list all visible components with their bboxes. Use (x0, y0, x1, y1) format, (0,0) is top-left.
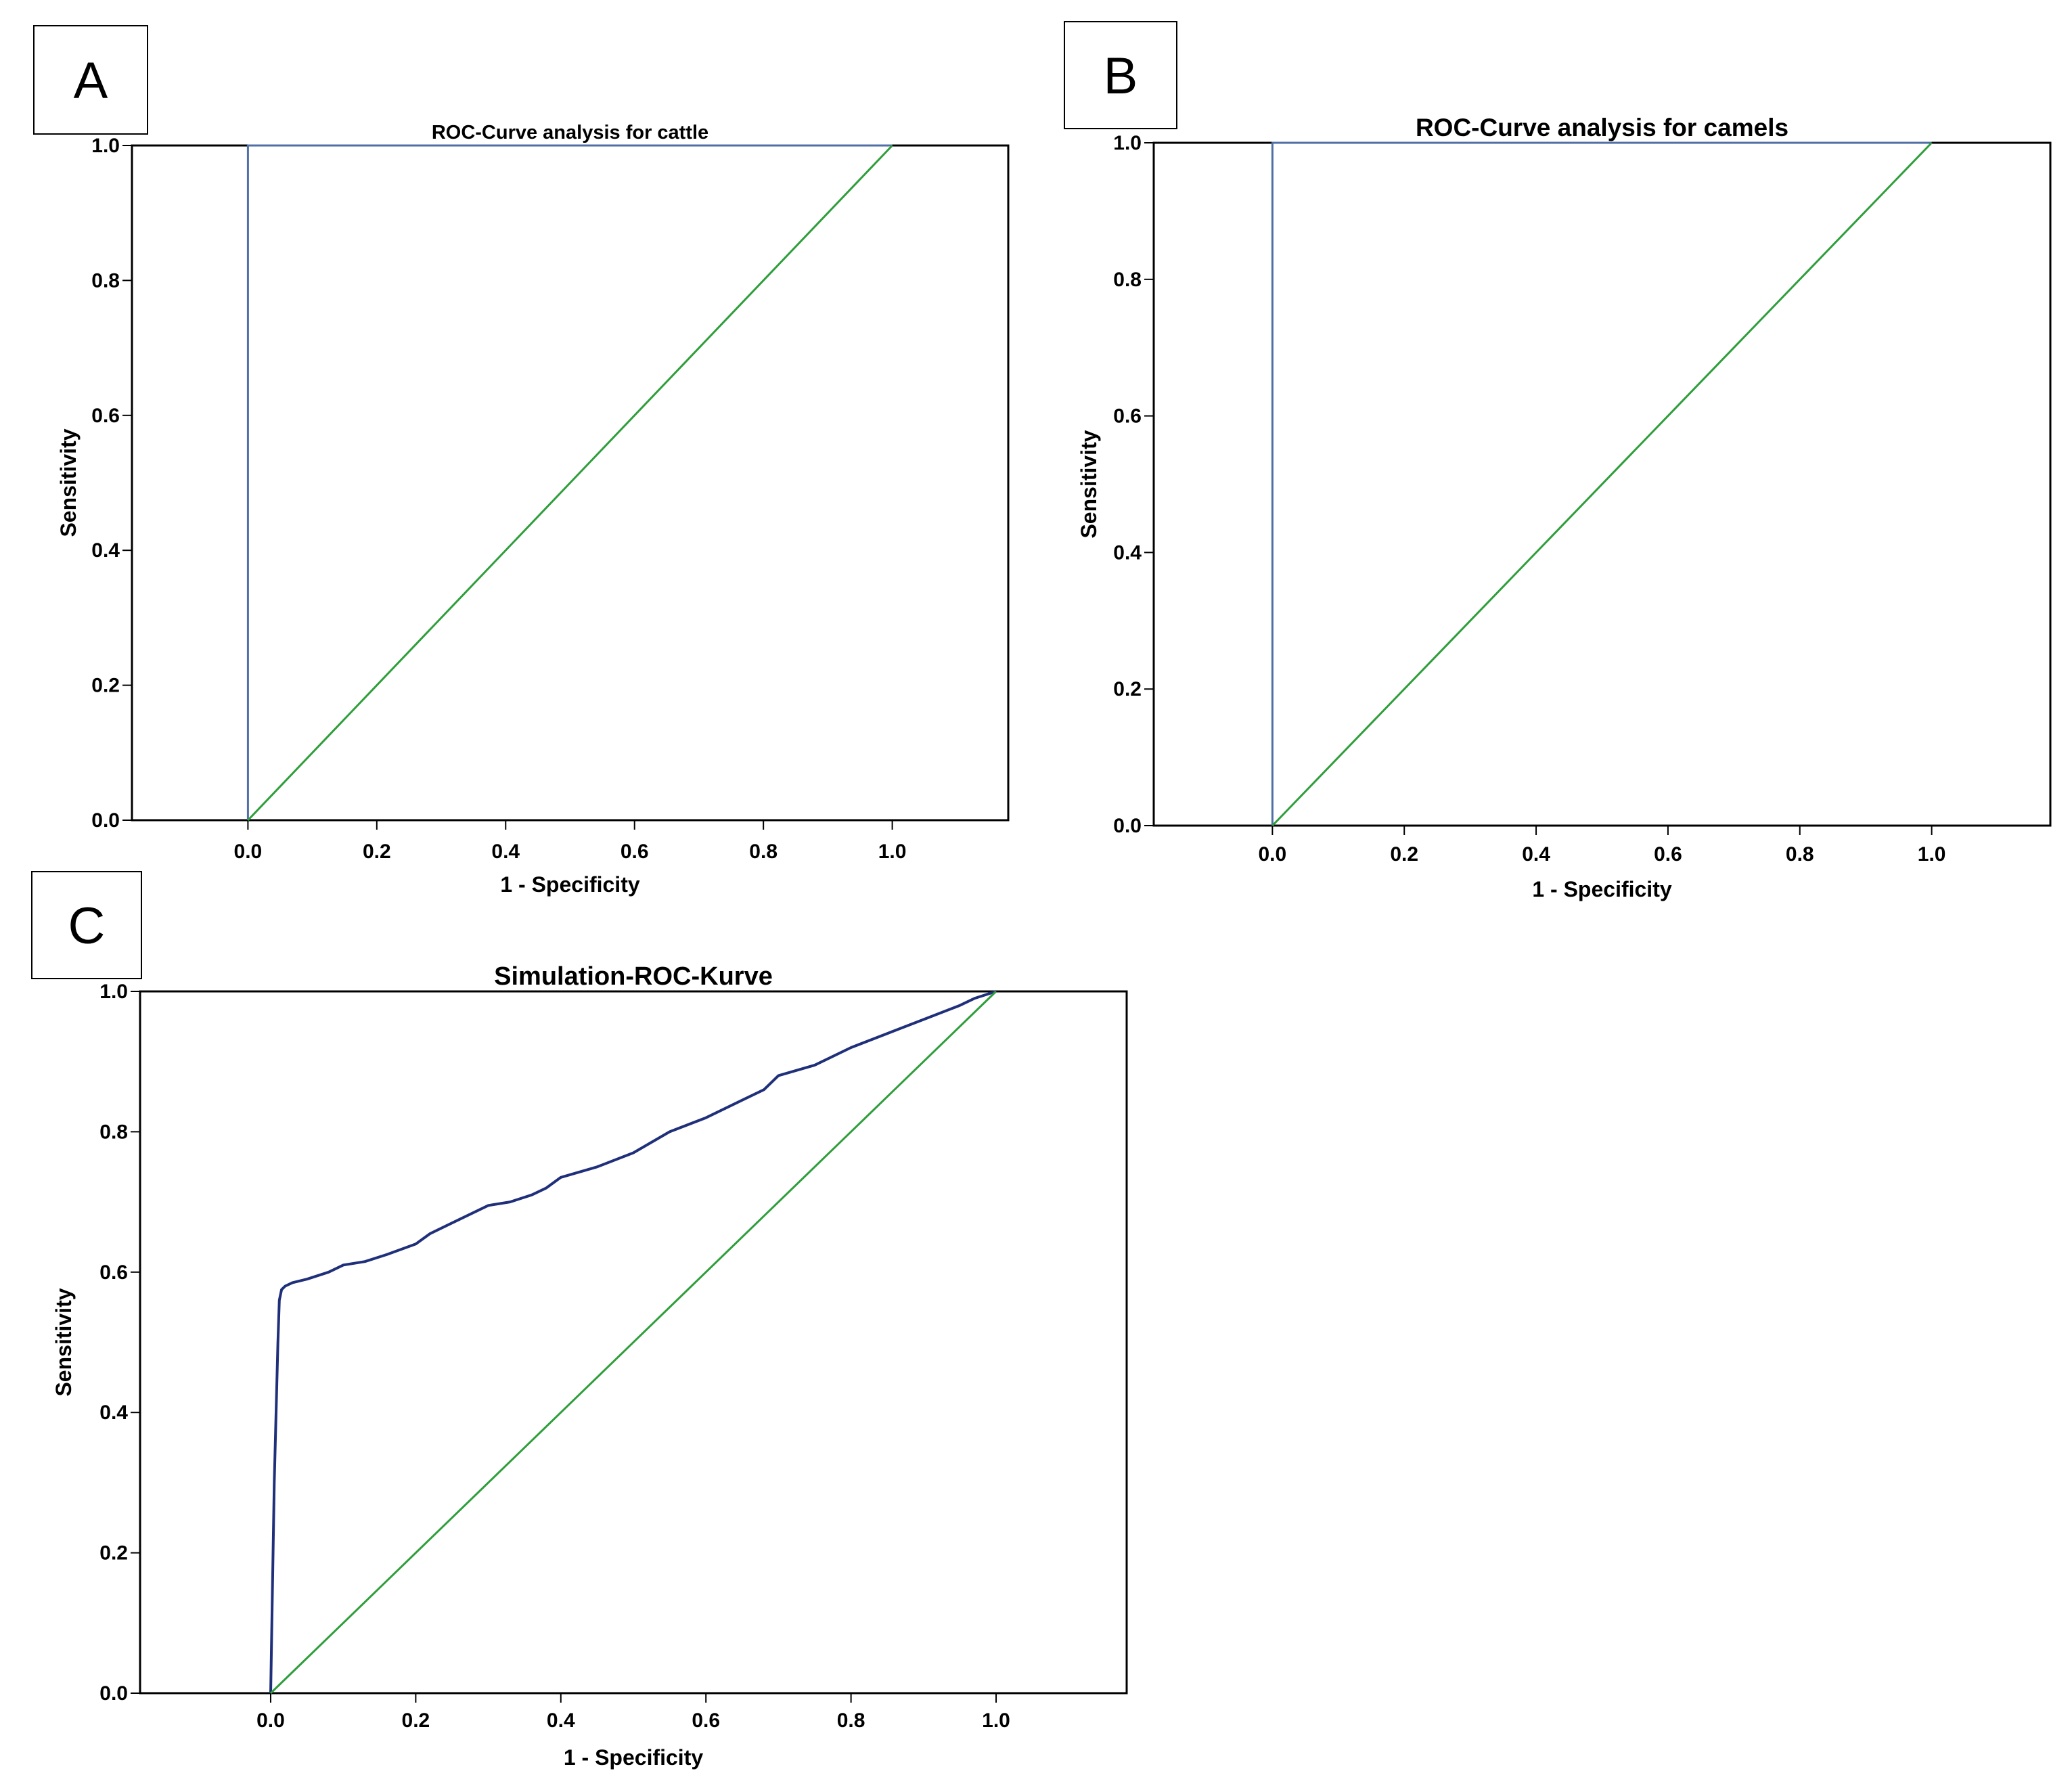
panel-b-y-tick-label: 0.6 (1113, 405, 1142, 428)
panel-b-reference-line (1271, 141, 1933, 827)
panel-a-y-tick-label: 0.6 (91, 405, 120, 427)
panel-c-x-tick-label: 0.2 (402, 1709, 430, 1732)
panel-a-y-axis-label: Sensitivity (56, 428, 81, 537)
panel-b-x-tick-label: 0.4 (1522, 843, 1550, 866)
panel-a-title: ROC-Curve analysis for cattle (432, 122, 708, 143)
panel-a-y-tick-label: 0.4 (91, 539, 120, 562)
panel-a-chart: A ROC-Curve analysis for cattle 0.0 0.2 0.4 0… (33, 25, 1010, 897)
panel-a-y-tick-label: 1.0 (91, 135, 120, 157)
panel-b-x-tick-label: 0.2 (1390, 843, 1418, 866)
panel-c-plot-frame (139, 990, 1128, 1695)
panel-b-x-tick-label: 0.6 (1654, 843, 1682, 866)
panel-b-letter: B (1104, 47, 1138, 105)
panel-a-x-tick-label: 0.6 (621, 840, 649, 863)
panel-c-y-tick-label: 0.4 (99, 1402, 128, 1424)
panel-b-letter-box (1064, 21, 1177, 129)
panel-b-chart: B ROC-Curve analysis for camels 0.0 0.2 0.4 0… (1064, 21, 2052, 901)
panel-c-title: Simulation-ROC-Kurve (494, 962, 773, 991)
panel-c-x-tick-label: 0.8 (837, 1709, 865, 1732)
panel-a-y-tick-label: 0.2 (91, 675, 120, 697)
panel-a-roc-curve (246, 144, 893, 820)
panel-c-chart: C Simulation-ROC-Kurve 0.0 0.2 0.4 0.6 0.8 1.0 0… (31, 871, 1128, 1770)
panel-b-y-tick-label: 0.0 (1113, 815, 1142, 837)
panel-c-reference-line (269, 990, 997, 1695)
panel-a-x-tick-label: 0.4 (491, 840, 520, 863)
panel-c-roc-curve (269, 990, 997, 1694)
panel-c-x-tick-label: 1.0 (982, 1709, 1010, 1732)
panel-b-title: ROC-Curve analysis for camels (1416, 114, 1788, 141)
panel-a-x-tick-label: 0.0 (234, 840, 263, 863)
panel-a-letter-box (33, 25, 148, 135)
panel-b-x-tick-label: 0.8 (1786, 843, 1814, 866)
panel-b-y-tick-label: 0.2 (1113, 678, 1142, 700)
panel-c-y-tick-label: 0.2 (99, 1542, 128, 1565)
panel-c-y-tick-label: 1.0 (99, 981, 128, 1003)
panel-b-y-tick-label: 0.4 (1113, 541, 1142, 564)
panel-a-reference-line (247, 144, 893, 822)
panel-b-y-tick-label: 1.0 (1113, 132, 1142, 154)
panel-c-x-tick-label: 0.4 (547, 1709, 575, 1732)
panel-c-y-axis-label: Sensitivity (51, 1288, 76, 1396)
panel-a-x-tick-label: 1.0 (878, 840, 907, 863)
panel-c-y-tick-label: 0.6 (99, 1261, 128, 1284)
panel-b-y-axis-label: Sensitivity (1077, 430, 1101, 538)
panel-b-y-tick-label: 0.8 (1113, 269, 1142, 291)
panel-b-x-tick-label: 1.0 (1918, 843, 1946, 866)
panel-c-x-axis-label: 1 - Specificity (564, 1745, 704, 1770)
panel-c-letter: C (68, 897, 106, 955)
panel-c-x-tick-label: 0.6 (692, 1709, 720, 1732)
panel-b-x-axis-label: 1 - Specificity (1532, 877, 1672, 901)
panel-c-y-tick-label: 0.0 (99, 1682, 128, 1705)
panel-c-letter-box (31, 871, 142, 979)
panel-a-x-tick-label: 0.2 (363, 840, 391, 863)
panel-c-y-tick-label: 0.8 (99, 1121, 128, 1143)
panel-b-x-tick-label: 0.0 (1259, 843, 1287, 866)
panel-a-x-tick-label: 0.8 (749, 840, 778, 863)
panel-a-letter: A (74, 52, 108, 110)
panel-b-roc-curve (1271, 141, 1932, 826)
panel-a-y-tick-label: 0.8 (91, 269, 120, 292)
panel-c-x-tick-label: 0.0 (256, 1709, 285, 1732)
panel-a-x-axis-label: 1 - Specificity (500, 872, 640, 897)
panel-a-y-tick-label: 0.0 (91, 809, 120, 832)
